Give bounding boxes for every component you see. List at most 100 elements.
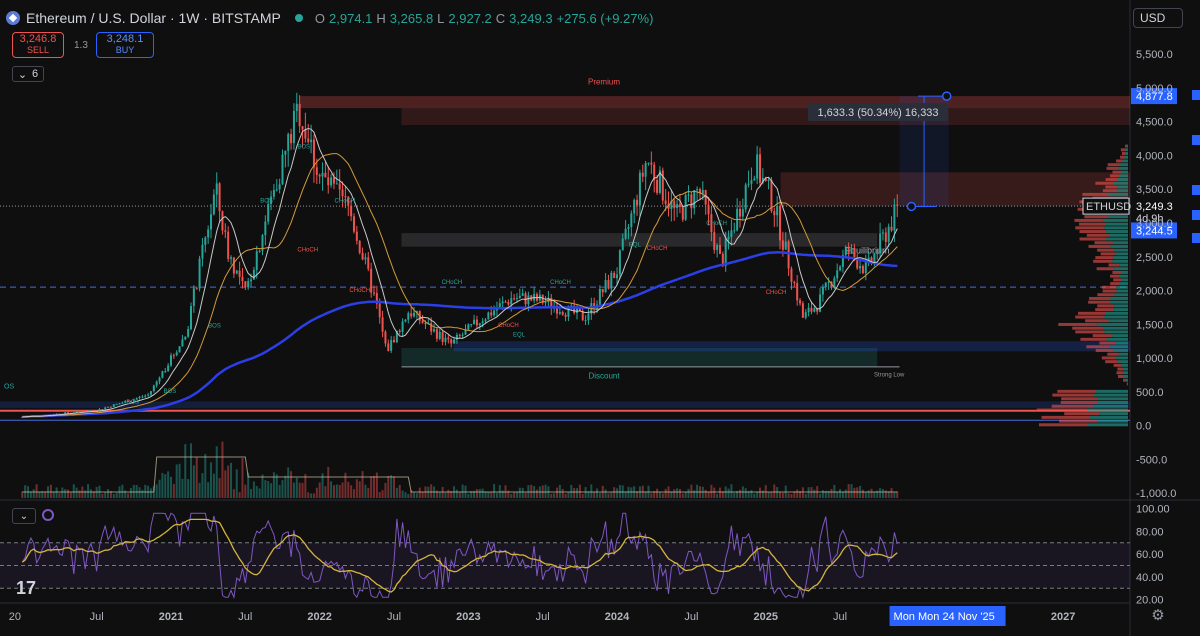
volume-bar xyxy=(164,474,167,498)
volume-bar xyxy=(573,488,576,498)
candle-body xyxy=(627,227,630,229)
rsi-tick-label: 40.00 xyxy=(1136,572,1164,584)
x-tick-label: 2025 xyxy=(753,611,777,623)
last-price-badge: 3,249.3 xyxy=(1136,201,1173,213)
volume-profile-bar xyxy=(1087,423,1128,427)
volume-bar xyxy=(876,490,879,498)
candle-body xyxy=(355,231,358,241)
volume-bar xyxy=(884,490,887,498)
volume-bar xyxy=(776,487,779,498)
candle-body xyxy=(501,301,504,304)
candle-body xyxy=(181,339,184,347)
y-tick-label: 3,000.0 xyxy=(1136,218,1173,230)
candle-body xyxy=(490,312,493,316)
volume-bar xyxy=(593,491,596,498)
structure-label: CHoCH xyxy=(766,290,787,296)
candle-body xyxy=(207,229,210,238)
candle-body xyxy=(816,308,819,312)
sell-button[interactable]: 3,246.8 SELL xyxy=(12,32,64,58)
rsi-indicator-icon[interactable] xyxy=(42,509,54,521)
volume-profile-bar xyxy=(1097,248,1115,252)
volume-profile-bar xyxy=(1121,278,1128,282)
volume-bar xyxy=(844,489,847,498)
volume-profile-bar xyxy=(1100,252,1116,256)
candle-body xyxy=(881,232,884,234)
volume-bar xyxy=(753,493,756,498)
candle-body xyxy=(618,250,621,275)
volume-bar xyxy=(101,493,104,498)
volume-profile-bar xyxy=(1113,267,1128,271)
volume-bar xyxy=(598,493,601,498)
candle-body xyxy=(667,203,670,209)
candle-body xyxy=(138,396,141,399)
candle-body xyxy=(235,270,238,274)
volume-bar xyxy=(278,484,281,498)
volume-profile-bar xyxy=(1123,378,1126,382)
candle-body xyxy=(375,293,378,304)
candle-body xyxy=(187,329,190,337)
volume-bar xyxy=(338,485,341,498)
volume-profile-bar xyxy=(1120,155,1125,159)
volume-bar xyxy=(515,492,518,498)
volume-bar xyxy=(773,484,776,498)
volume-bar xyxy=(398,484,401,498)
volume-bar xyxy=(413,492,416,498)
volume-bar xyxy=(584,487,587,498)
candle-body xyxy=(759,154,762,183)
candle-body xyxy=(167,365,170,372)
y-tick-label: 1,000.0 xyxy=(1136,353,1173,365)
gear-icon[interactable]: ⚙ xyxy=(1151,607,1165,624)
volume-bar xyxy=(710,484,713,498)
structure-label: CHoCH xyxy=(647,246,668,252)
volume-bar xyxy=(415,493,418,498)
volume-bar xyxy=(281,480,284,498)
volume-bar xyxy=(750,490,753,498)
candle-body xyxy=(498,303,501,309)
currency-select[interactable]: USD xyxy=(1133,8,1183,28)
volume-profile-bar xyxy=(1120,148,1125,152)
candle-body xyxy=(704,189,707,205)
volume-profile-bar xyxy=(1110,296,1128,300)
candle-body xyxy=(455,334,458,340)
candle-body xyxy=(430,323,433,332)
candle-body xyxy=(78,411,81,413)
candle-body xyxy=(693,190,696,209)
buy-button[interactable]: 3,248.1 BUY xyxy=(96,32,154,58)
indicators-toggle[interactable]: ⌄ 6 xyxy=(12,66,44,82)
rsi-collapse-toggle[interactable]: ⌄ xyxy=(12,508,36,524)
volume-bar xyxy=(78,490,81,498)
candle-body xyxy=(361,252,364,260)
candle-body xyxy=(584,320,587,322)
volume-profile-bar xyxy=(1038,423,1088,427)
candle-body xyxy=(470,324,473,326)
volume-bar xyxy=(841,491,844,498)
symbol-title[interactable]: Ethereum / U.S. Dollar · 1W · BITSTAMP xyxy=(26,10,281,26)
volume-profile-bar xyxy=(1095,348,1114,352)
discount-label: Discount xyxy=(588,371,620,380)
volume-bar xyxy=(347,481,350,498)
volume-profile-bar xyxy=(1112,270,1121,274)
candle-body xyxy=(638,172,641,206)
volume-profile-bar xyxy=(1119,274,1128,278)
volume-profile-bar xyxy=(1110,274,1120,278)
candle-body xyxy=(701,189,704,194)
volume-bar xyxy=(318,482,321,498)
volume-bar xyxy=(107,489,110,498)
volume-bar xyxy=(636,491,639,498)
candle-body xyxy=(404,319,407,322)
volume-bar xyxy=(473,490,476,498)
volume-profile-bar xyxy=(1114,248,1128,252)
candle-body xyxy=(444,337,447,342)
volume-bar xyxy=(84,490,87,498)
volume-bar xyxy=(830,488,833,498)
volume-bar xyxy=(384,482,387,498)
volume-profile-bar xyxy=(1121,363,1128,367)
volume-bar xyxy=(330,481,333,498)
structure-label: BOS xyxy=(208,324,221,330)
candle-body xyxy=(495,308,498,311)
candle-body xyxy=(799,300,802,304)
volume-bar xyxy=(192,465,195,498)
volume-bar xyxy=(21,491,24,498)
level-price-badge-bg xyxy=(1131,222,1177,239)
